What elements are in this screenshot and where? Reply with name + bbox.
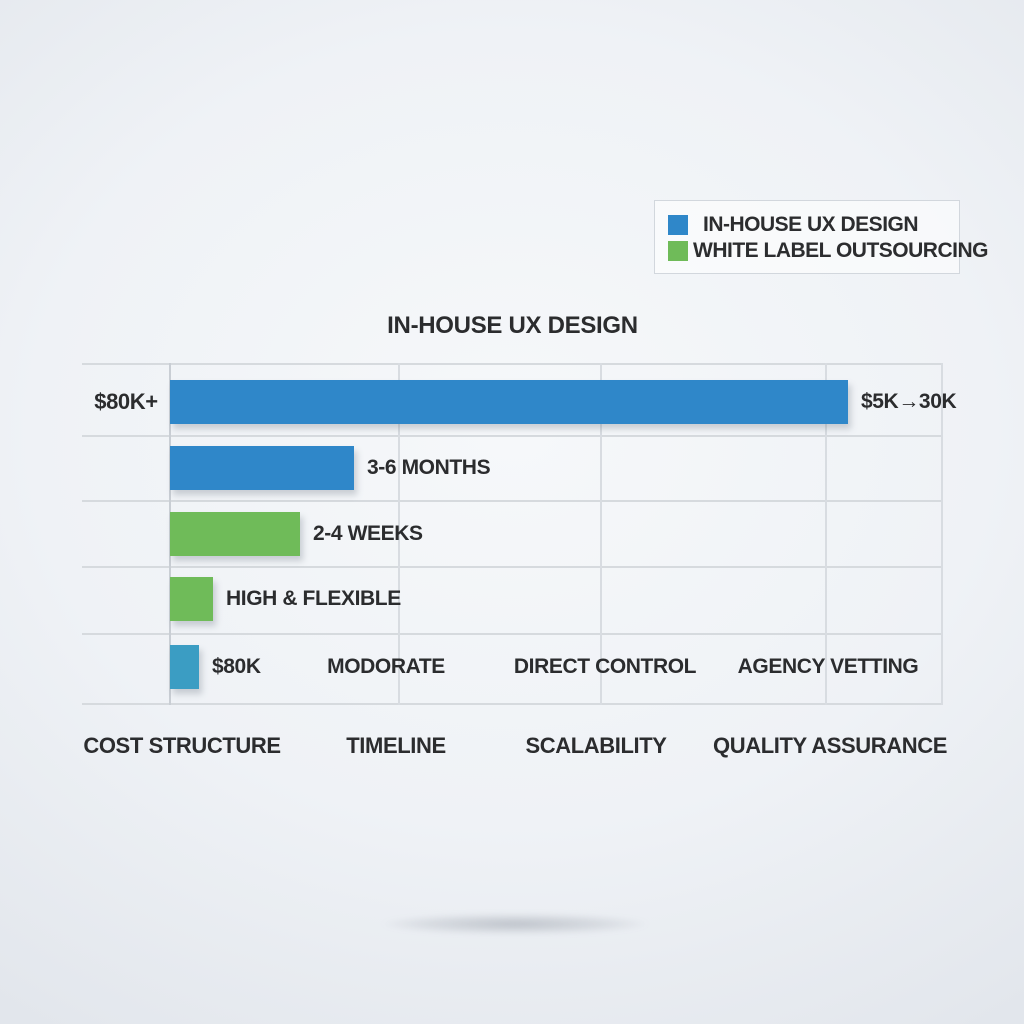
row5-inline-label-moderate: MODORATE <box>327 655 445 678</box>
row2-value-label: 3-6 MONTHS <box>367 456 491 479</box>
plot-area: $80K+ $5K→30K 3-6 MONTHS 2-4 WEEKS HIGH … <box>82 363 957 705</box>
legend-swatch-inhouse-icon <box>668 215 688 235</box>
legend-item-inhouse: IN-HOUSE UX DESIGN <box>668 212 959 238</box>
row5-inline-label-agency-vetting: AGENCY VETTING <box>737 655 919 678</box>
legend-label-outsourcing: WHITE LABEL OUTSOURCING <box>693 239 988 262</box>
gridline-vertical <box>600 363 602 705</box>
gridline-horizontal <box>82 566 943 568</box>
row1-value-label: $5K→30K <box>861 390 957 413</box>
legend-item-outsourcing: WHITE LABEL OUTSOURCING <box>668 238 988 264</box>
gridline-horizontal <box>82 633 943 635</box>
gridline-horizontal <box>82 435 943 437</box>
gridline-horizontal <box>82 500 943 502</box>
gridline-vertical <box>398 363 400 705</box>
row1-left-label: $80K+ <box>94 389 158 414</box>
bar-80k-plus <box>170 380 848 424</box>
bar-3-6-months <box>170 446 354 490</box>
row3-value-label: 2-4 WEEKS <box>313 522 423 545</box>
ground-shadow <box>335 910 695 938</box>
gridline-vertical <box>825 363 827 705</box>
legend: IN-HOUSE UX DESIGN WHITE LABEL OUTSOURCI… <box>654 200 988 274</box>
category-scalability: SCALABILITY <box>525 733 667 758</box>
category-axis: COST STRUCTURE TIMELINE SCALABILITY QUAL… <box>82 733 947 759</box>
bar-high-flexible <box>170 577 213 621</box>
category-timeline: TIMELINE <box>346 733 446 758</box>
legend-label-inhouse: IN-HOUSE UX DESIGN <box>703 213 919 236</box>
chart-title: IN-HOUSE UX DESIGN <box>387 312 638 339</box>
bar-2-4-weeks <box>170 512 300 556</box>
gridline-horizontal <box>82 703 943 705</box>
plot-right-border <box>941 363 943 705</box>
category-cost-structure: COST STRUCTURE <box>83 733 281 758</box>
legend-swatch-outsourcing-icon <box>668 241 688 261</box>
gridline-horizontal <box>82 363 943 365</box>
category-quality-assurance: QUALITY ASSURANCE <box>713 733 947 758</box>
row4-value-label: HIGH & FLEXIBLE <box>226 587 401 610</box>
row5-value-label: $80K <box>212 655 261 678</box>
row5-inline-label-direct-control: DIRECT CONTROL <box>513 655 697 678</box>
bar-80k <box>170 645 199 689</box>
